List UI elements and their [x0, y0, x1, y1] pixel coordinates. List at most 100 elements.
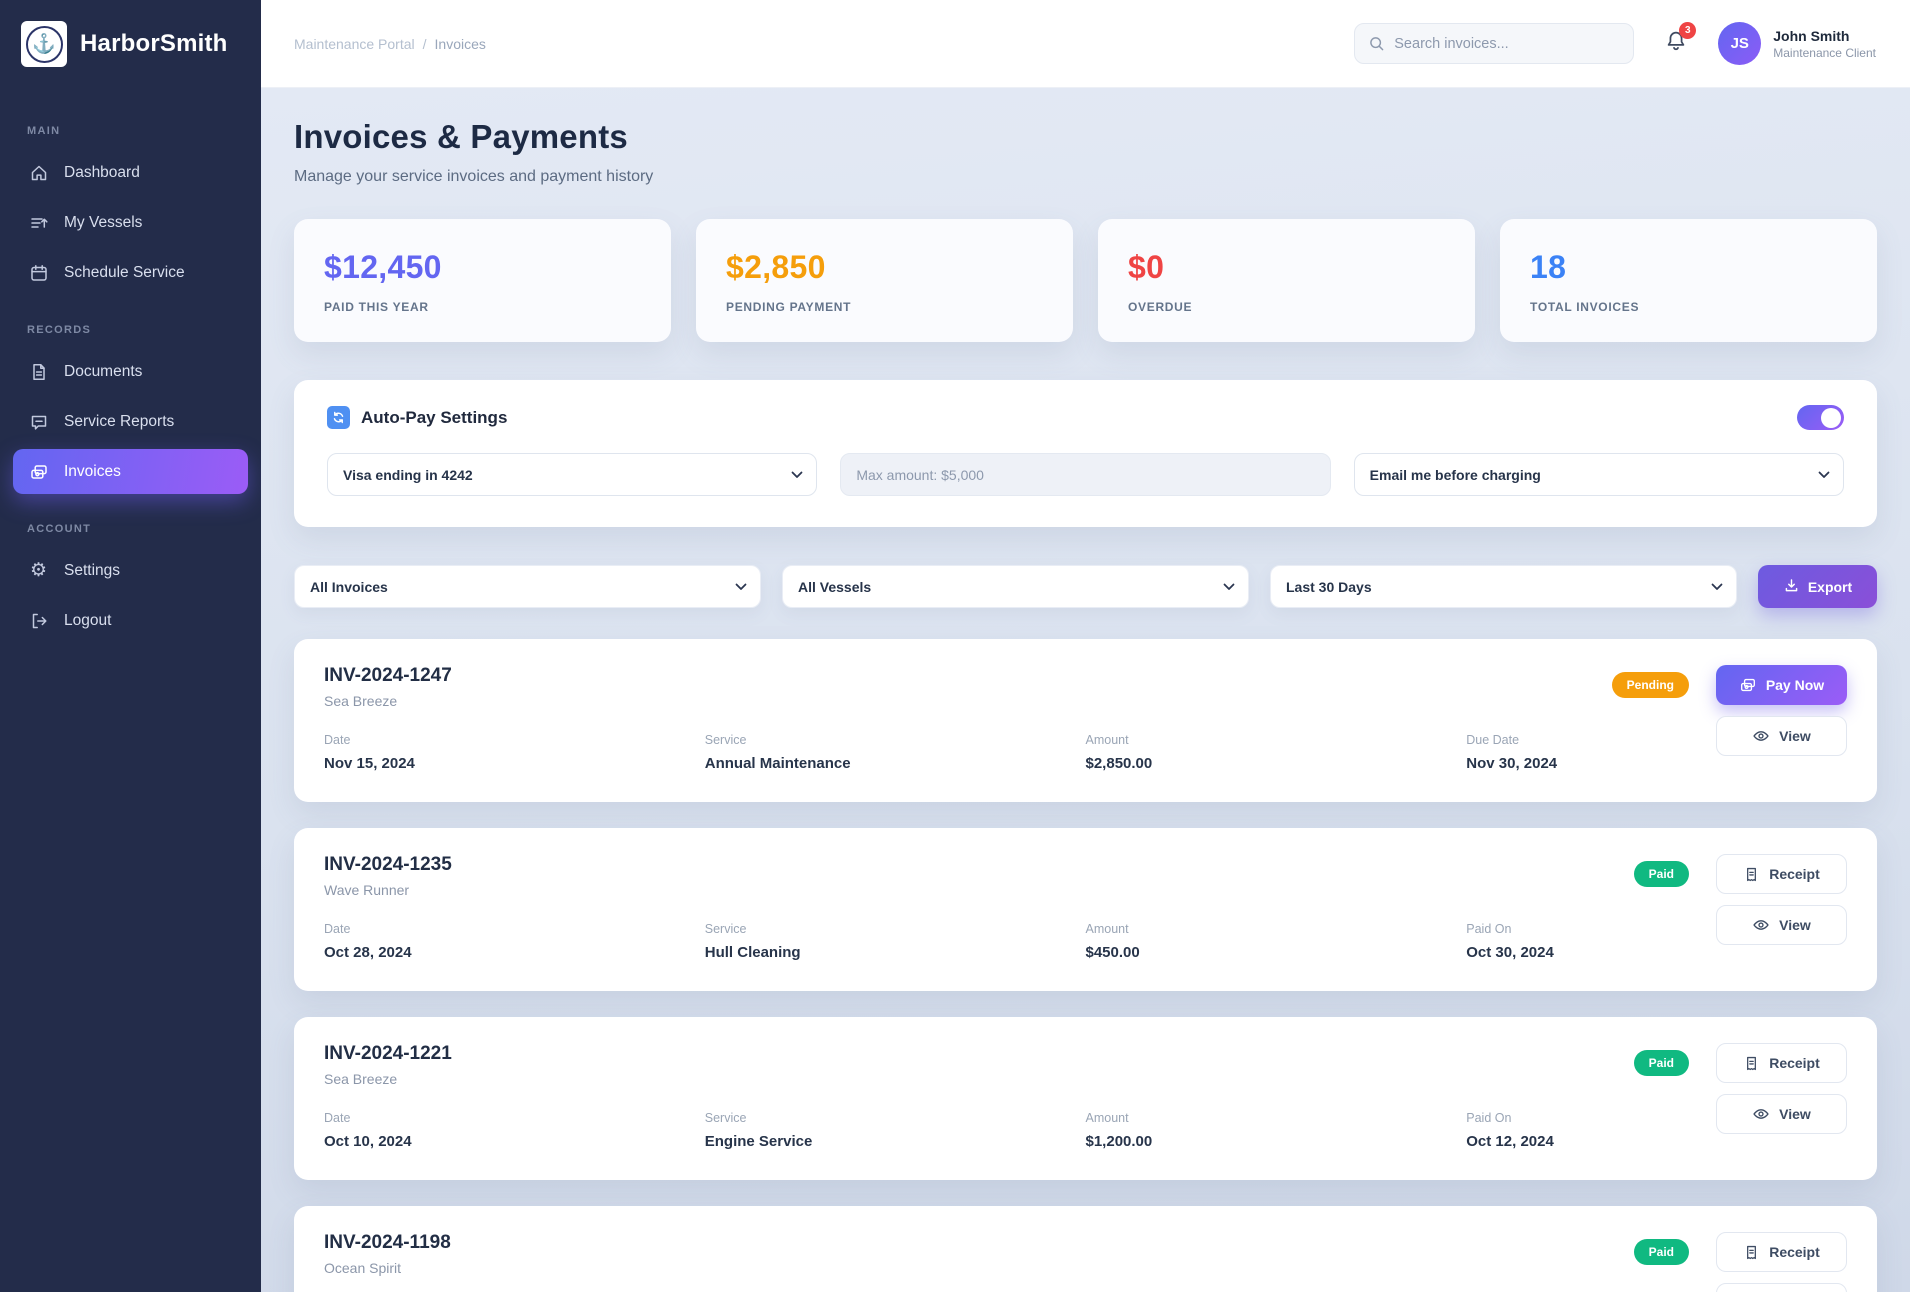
stat-value: $2,850 — [726, 249, 826, 285]
invoice-paid-on: Oct 30, 2024 — [1466, 944, 1554, 961]
user-role: Maintenance Client — [1773, 45, 1876, 60]
receipt-button[interactable]: Receipt — [1716, 1232, 1847, 1272]
export-button[interactable]: Export — [1758, 565, 1877, 608]
page-subtitle: Manage your service invoices and payment… — [294, 168, 654, 185]
view-button[interactable]: View — [1716, 716, 1847, 756]
notifications-button[interactable]: 3 — [1664, 22, 1697, 58]
brand-name: HarborSmith — [80, 30, 228, 57]
pay-now-button[interactable]: Pay Now — [1716, 665, 1847, 705]
invoice-vessel: Sea Breeze — [324, 1071, 398, 1087]
sidebar-item-settings[interactable]: ⚙ Settings — [13, 548, 248, 593]
view-button[interactable]: View — [1716, 1094, 1847, 1134]
sidebar-item-label: Service Reports — [64, 412, 175, 430]
payment-method-select[interactable]: Visa ending in 4242 — [327, 453, 818, 496]
invoice-date: Oct 28, 2024 — [324, 944, 412, 961]
eye-icon — [1752, 916, 1770, 934]
brand-logo: ⚓ — [21, 21, 67, 67]
stat-card-paid-this-year: $12,450 PAID THIS YEAR — [294, 219, 671, 342]
sidebar-item-logout[interactable]: Logout — [13, 598, 248, 643]
toggle-knob — [1821, 407, 1841, 428]
stats-row: $12,450 PAID THIS YEAR $2,850 PENDING PA… — [294, 219, 1877, 342]
report-icon — [28, 411, 49, 432]
eye-icon — [1752, 1105, 1770, 1123]
notify-option-select[interactable]: Email me before charging — [1353, 453, 1844, 496]
sidebar-item-label: Settings — [64, 561, 121, 579]
home-icon — [28, 162, 49, 183]
stat-card-pending-payment: $2,850 PENDING PAYMENT — [696, 219, 1073, 342]
invoice-vessel: Sea Breeze — [324, 693, 398, 709]
receipt-button[interactable]: Receipt — [1716, 1043, 1847, 1083]
receipt-button[interactable]: Receipt — [1716, 854, 1847, 894]
sidebar-item-invoices[interactable]: Invoices — [13, 449, 248, 494]
autopay-toggle[interactable] — [1797, 405, 1844, 430]
sidebar-item-label: My Vessels — [64, 213, 143, 231]
search-box — [1354, 23, 1635, 64]
gear-icon: ⚙ — [29, 560, 48, 581]
avatar: JS — [1718, 22, 1762, 65]
invoice-paid-on: Oct 12, 2024 — [1466, 1133, 1554, 1150]
status-badge: Pending — [1611, 672, 1689, 698]
filters-row: All Invoices All Vessels Last 30 Days — [294, 565, 1877, 608]
vessel-filter: All Vessels — [782, 565, 1249, 608]
view-button[interactable]: View — [1716, 905, 1847, 945]
eye-icon — [1752, 727, 1770, 745]
service-label: Service — [704, 922, 747, 936]
section-label-main: MAIN — [27, 125, 61, 137]
sidebar-item-dashboard[interactable]: Dashboard — [13, 150, 248, 195]
amount-label: Amount — [1085, 922, 1129, 936]
invoice-vessel: Wave Runner — [324, 882, 410, 898]
paid-on-label: Paid On — [1466, 922, 1512, 936]
download-icon — [1783, 577, 1800, 597]
period-filter-select[interactable]: Last 30 Days — [1270, 565, 1737, 608]
autopay-title: Auto-Pay Settings — [327, 406, 507, 429]
logout-icon — [28, 610, 49, 631]
invoice-due-date: Nov 30, 2024 — [1466, 755, 1558, 772]
sidebar-item-label: Logout — [64, 611, 112, 629]
date-label: Date — [324, 1111, 351, 1125]
sidebar-item-label: Schedule Service — [64, 263, 185, 281]
sidebar-item-my-vessels[interactable]: My Vessels — [13, 200, 248, 245]
invoice-id: INV-2024-1221 — [324, 1043, 452, 1064]
invoice-date: Oct 10, 2024 — [324, 1133, 412, 1150]
calendar-icon — [28, 262, 49, 283]
stat-label: PAID THIS YEAR — [324, 300, 429, 314]
search-input[interactable] — [1394, 35, 1621, 52]
invoices-icon — [28, 461, 49, 482]
sidebar-item-service-reports[interactable]: Service Reports — [13, 399, 248, 444]
breadcrumb: Maintenance Portal / Invoices — [294, 36, 486, 52]
invoice-filter: All Invoices — [294, 565, 761, 608]
vessel-filter-select[interactable]: All Vessels — [782, 565, 1249, 608]
breadcrumb-root[interactable]: Maintenance Portal — [294, 35, 415, 52]
autorenew-icon — [327, 406, 350, 429]
view-button[interactable]: View — [1716, 1283, 1847, 1292]
stat-value: 18 — [1530, 249, 1567, 285]
user-name: John Smith — [1773, 27, 1850, 44]
invoice-service: Annual Maintenance — [704, 755, 851, 772]
sidebar-item-label: Invoices — [64, 462, 121, 480]
stat-label: TOTAL INVOICES — [1530, 300, 1640, 314]
user-menu[interactable]: JS John Smith Maintenance Client — [1718, 22, 1876, 65]
sidebar-section-main: MAIN Dashboard My Vessels Schedule Servi… — [0, 115, 261, 300]
stat-card-overdue: $0 OVERDUE — [1098, 219, 1475, 342]
vessels-list-icon — [28, 212, 49, 233]
invoice-filter-select[interactable]: All Invoices — [294, 565, 761, 608]
sidebar: ⚓ HarborSmith MAIN Dashboard My Vessels … — [0, 0, 261, 1292]
invoice-card: INV-2024-1247 Sea Breeze Date Nov 15, 202… — [294, 639, 1877, 802]
anchor-logo-icon: ⚓ — [25, 25, 63, 63]
invoice-service: Engine Service — [704, 1133, 813, 1150]
max-amount-input[interactable] — [840, 453, 1331, 496]
status-badge: Paid — [1633, 861, 1689, 887]
invoice-date: Nov 15, 2024 — [324, 755, 415, 772]
date-label: Date — [324, 733, 351, 747]
sidebar-item-schedule-service[interactable]: Schedule Service — [13, 250, 248, 295]
content: Invoices & Payments Manage your service … — [261, 88, 1910, 1292]
page-title: Invoices & Payments — [294, 118, 628, 155]
max-amount-control — [840, 453, 1331, 496]
sidebar-item-documents[interactable]: Documents — [13, 349, 248, 394]
brand: ⚓ HarborSmith — [0, 21, 261, 67]
payment-method-control: Visa ending in 4242 — [327, 453, 818, 496]
sidebar-section-account: ACCOUNT ⚙ Settings Logout — [0, 513, 261, 648]
invoice-vessel: Ocean Spirit — [324, 1260, 402, 1276]
receipt-icon — [1743, 866, 1760, 883]
stat-card-total-invoices: 18 TOTAL INVOICES — [1500, 219, 1877, 342]
